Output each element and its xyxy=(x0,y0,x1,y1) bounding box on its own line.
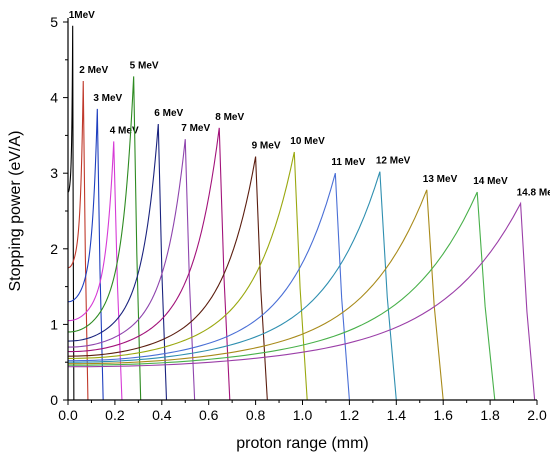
series-label-13: 13 MeV xyxy=(423,174,458,185)
x-tick-label: 0.2 xyxy=(105,407,125,423)
series-line-6 xyxy=(67,124,168,401)
x-tick-label: 0.0 xyxy=(58,407,78,423)
series-label-9: 9 MeV xyxy=(252,141,281,152)
y-tick-label: 0 xyxy=(50,392,58,408)
x-tick-label: 0.4 xyxy=(152,407,172,423)
x-tick-label: 0.6 xyxy=(199,407,219,423)
series-label-8: 8 MeV xyxy=(215,112,244,123)
series-line-9 xyxy=(67,156,268,401)
x-tick-label: 1.0 xyxy=(293,407,313,423)
y-axis-title: Stopping power (eV/A) xyxy=(7,131,24,292)
x-tick-label: 1.8 xyxy=(480,407,500,423)
series-label-12: 12 MeV xyxy=(376,156,411,167)
y-tick-label: 4 xyxy=(50,90,58,106)
series-line-4 xyxy=(67,141,123,401)
series-label-11: 11 MeV xyxy=(331,157,365,168)
series-line-14 xyxy=(68,191,496,401)
series-line-8 xyxy=(67,127,231,401)
series-label-2: 2 MeV xyxy=(79,65,108,76)
x-tick-label: 1.4 xyxy=(387,407,407,423)
series-label-7: 7 MeV xyxy=(181,123,210,134)
series-label-14: 14 MeV xyxy=(473,176,508,187)
series-label-5: 5 MeV xyxy=(130,60,159,71)
series-label-15: 14.8 MeV xyxy=(517,187,550,198)
series-label-10: 10 MeV xyxy=(290,136,325,147)
y-tick-label: 3 xyxy=(50,165,58,181)
series-label-3: 3 MeV xyxy=(93,93,122,104)
series-label-1: 1MeV xyxy=(69,10,95,21)
series-line-12 xyxy=(67,171,397,401)
series-line-1 xyxy=(67,25,75,401)
series-line-13 xyxy=(67,189,444,401)
series-line-7 xyxy=(67,139,196,401)
y-tick-label: 1 xyxy=(50,316,58,332)
series-line-11 xyxy=(67,173,350,401)
x-tick-label: 0.8 xyxy=(246,407,266,423)
series-label-4: 4 MeV xyxy=(110,125,139,136)
y-tick-label: 5 xyxy=(50,14,58,30)
x-tick-label: 1.2 xyxy=(340,407,360,423)
y-tick-label: 2 xyxy=(50,241,58,257)
series-line-10 xyxy=(67,151,308,401)
series-line-5 xyxy=(67,76,142,401)
series-line-2 xyxy=(67,80,89,401)
series-line-3 xyxy=(67,108,104,401)
series-label-6: 6 MeV xyxy=(154,108,183,119)
x-axis-title: proton range (mm) xyxy=(236,435,369,452)
series-line-15 xyxy=(67,201,536,401)
x-tick-label: 1.6 xyxy=(433,407,453,423)
x-tick-label: 2.0 xyxy=(527,407,547,423)
